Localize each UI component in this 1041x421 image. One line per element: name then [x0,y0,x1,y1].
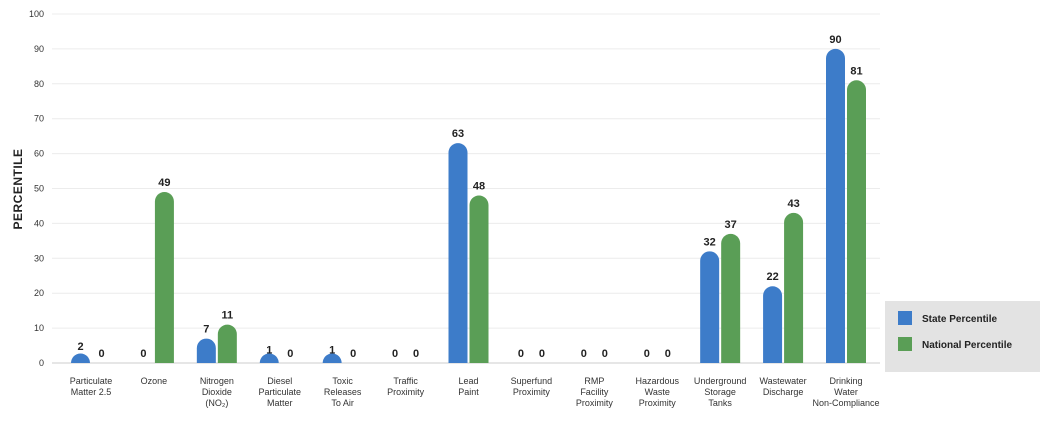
category-label: Underground Storage Tanks [694,376,747,408]
state-bar [700,251,720,363]
state-value-label: 0 [581,348,587,360]
national-value-label: 0 [602,348,608,360]
state-value-label: 0 [518,348,524,360]
y-tick-label: 0 [39,358,44,368]
national-bar [847,80,866,363]
category-label: Superfund Proximity [511,376,553,397]
national-bar [154,191,174,363]
state-value-label: 2 [77,341,83,353]
category-label: Traffic Proximity [387,376,425,397]
y-axis-ticks: 0 10 20 30 40 50 60 70 80 90 100 [29,9,44,368]
category-label: Particulate Matter 2.5 [70,376,113,397]
state-bar [196,338,216,363]
legend-label-national: National Percentile [922,340,1012,351]
category-label: Toxic Releases To Air [324,376,362,408]
category-label: Hazardous Waste Proximity [635,376,679,408]
national-value-label: 0 [98,348,104,360]
y-tick-label: 100 [29,9,44,19]
national-value-label: 0 [413,348,419,360]
y-tick-label: 10 [34,323,44,333]
legend-swatch-state [898,311,912,325]
national-value-label: 49 [158,177,170,189]
national-bar [721,233,741,363]
state-value-label: 32 [704,236,716,248]
national-value-label: 37 [725,219,737,231]
y-tick-label: 20 [34,288,44,298]
y-tick-label: 30 [34,253,44,263]
state-value-label: 1 [329,345,335,357]
legend-label-state: State Percentile [922,314,997,325]
national-value-label: 0 [665,348,671,360]
category-label: Diesel Particulate Matter [258,376,301,408]
national-bar [469,195,489,363]
y-tick-label: 80 [34,79,44,89]
y-tick-label: 90 [34,44,44,54]
bars [71,48,866,364]
y-tick-label: 40 [34,218,44,228]
state-value-label: 22 [766,271,778,283]
legend: State Percentile National Percentile [885,301,1040,372]
category-label: RMP Facility Proximity [576,376,614,408]
category-label: Drinking Water Non-Compliance [812,376,879,408]
national-value-label: 0 [539,348,545,360]
x-axis-categories: Particulate Matter 2.5 Ozone Nitrogen Dioxid… [70,376,880,408]
y-tick-label: 60 [34,149,44,159]
national-bar [784,212,804,363]
national-bar [217,324,237,363]
y-tick-label: 70 [34,114,44,124]
state-value-label: 90 [829,34,841,46]
state-bar [322,353,342,363]
state-bar [448,143,468,363]
state-value-label: 0 [140,348,146,360]
national-value-label: 11 [222,310,234,322]
state-value-label: 7 [203,324,209,336]
category-label: Nitrogen Dioxide (NO₂) [200,376,234,408]
state-bar [826,48,845,364]
state-value-label: 1 [266,345,272,357]
national-value-label: 43 [787,198,799,210]
national-value-label: 0 [350,348,356,360]
state-bar [259,353,279,363]
category-label: Ozone [141,376,168,386]
national-value-label: 48 [473,180,485,192]
state-value-label: 0 [644,348,650,360]
state-value-label: 0 [392,348,398,360]
y-axis-label: PERCENTILE [11,148,25,229]
category-label: Lead Paint [458,376,479,397]
national-value-label: 81 [850,65,862,77]
state-bar [763,286,783,363]
y-tick-label: 50 [34,184,44,194]
state-bar [71,353,90,363]
national-value-label: 0 [287,348,293,360]
category-label: Wastewater Discharge [759,376,806,397]
legend-swatch-national [898,337,912,351]
state-value-label: 63 [452,128,464,140]
